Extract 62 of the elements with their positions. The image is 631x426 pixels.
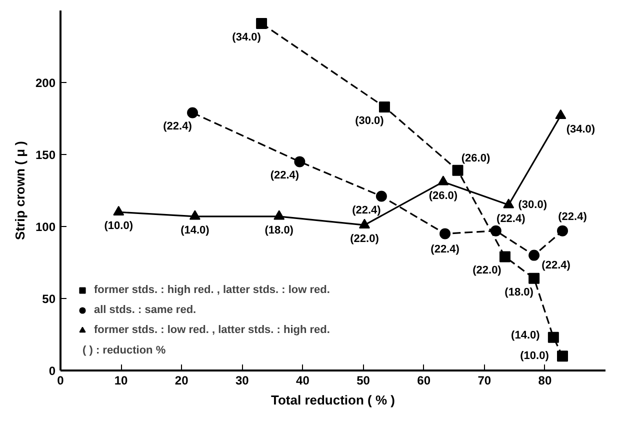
- y-tick-label: 50: [42, 292, 56, 306]
- annotation: (18.0): [504, 286, 534, 298]
- annotation: (26.0): [428, 190, 458, 202]
- annotation: ( ) : reduction %: [82, 344, 166, 356]
- x-tick-label: 60: [417, 374, 431, 388]
- annotation: (22.4): [352, 204, 382, 216]
- point: [187, 107, 198, 118]
- annotation: (18.0): [264, 224, 294, 236]
- legend-label: former stds. : high red. , latter stds. : low red.: [94, 283, 330, 297]
- annotation: (14.0): [511, 329, 540, 342]
- point: [490, 225, 502, 236]
- point: [557, 350, 568, 362]
- annotation: (30.0): [518, 198, 548, 211]
- x-tick-label: 0: [57, 374, 64, 388]
- point: [256, 18, 268, 29]
- point: [440, 228, 451, 240]
- point: [548, 332, 559, 343]
- annotation: (30.0): [355, 114, 384, 127]
- y-tick-label: 100: [35, 220, 56, 234]
- legend-label: all stds. : same red.: [94, 303, 196, 317]
- point: [113, 206, 124, 216]
- point: [358, 218, 370, 228]
- y-tick-label: 0: [48, 364, 56, 378]
- annotation: (34.0): [566, 124, 596, 136]
- x-axis-title: Total reduction ( % ): [271, 392, 395, 408]
- annotation: (22.0): [350, 233, 380, 246]
- annotation: (22.4): [430, 244, 460, 256]
- y-tick-label: 200: [35, 76, 56, 90]
- point: [528, 250, 540, 261]
- annotation: (34.0): [232, 31, 262, 44]
- y-axis-title: Strip crown ( μ ): [12, 141, 28, 240]
- point: [378, 101, 390, 112]
- point: [503, 198, 514, 208]
- annotation: (22.4): [542, 259, 571, 272]
- annotation: (26.0): [461, 152, 490, 164]
- annotation: (22.4): [558, 210, 588, 223]
- x-tick-label: 10: [114, 374, 128, 388]
- point: [528, 272, 540, 284]
- point: [499, 251, 510, 262]
- point: [294, 156, 306, 168]
- point: [376, 190, 387, 202]
- x-tick-label: 70: [478, 374, 492, 388]
- annotation: (22.4): [163, 120, 192, 133]
- point: [557, 225, 568, 236]
- annotation: (10.0): [104, 220, 134, 232]
- legend-label: former stds. : low red. , latter stds. : high red.: [94, 323, 330, 337]
- point: [189, 210, 200, 220]
- annotation: (22.4): [270, 170, 300, 182]
- point: [438, 176, 449, 186]
- x-tick-label: 40: [296, 374, 310, 388]
- x-tick-label: 80: [538, 374, 552, 388]
- annotation: (14.0): [180, 224, 210, 236]
- x-tick-label: 20: [174, 374, 189, 388]
- point: [555, 109, 566, 120]
- x-tick-label: 30: [235, 374, 250, 388]
- point: [274, 210, 285, 220]
- annotation: (22.4): [496, 212, 526, 225]
- annotation: (10.0): [520, 350, 550, 362]
- y-tick-label: 150: [35, 148, 56, 162]
- x-tick-label: 50: [356, 374, 370, 388]
- annotation: (22.0): [472, 264, 502, 277]
- point: [452, 164, 464, 176]
